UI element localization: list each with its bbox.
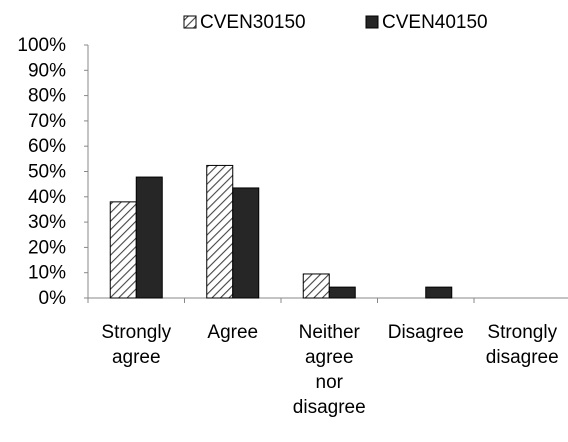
- x-tick-label-line: disagree: [486, 347, 559, 368]
- bar-cven30150-1: [206, 164, 234, 299]
- bar-cven40150-1: [232, 187, 260, 299]
- x-tick-label: Disagree: [388, 322, 464, 343]
- y-tick-label: 70%: [28, 111, 66, 132]
- bar-cven30150-2: [302, 273, 330, 299]
- x-tick-label-line: Agree: [207, 322, 258, 343]
- y-tick-label: 20%: [28, 237, 66, 258]
- bar-cven30150-0: [109, 201, 137, 299]
- x-tick-label-line: agree: [112, 347, 161, 368]
- y-tick-label: 50%: [28, 162, 66, 183]
- y-tick-label: 100%: [17, 35, 66, 56]
- legend: CVEN30150 CVEN40150: [183, 12, 488, 33]
- x-tick-label-line: Strongly: [101, 322, 171, 343]
- legend-label: CVEN30150: [200, 12, 306, 33]
- bar-cven40150-2: [328, 286, 356, 299]
- bars: [109, 164, 453, 299]
- x-tick-label-line: Strongly: [487, 322, 557, 343]
- bar-cven40150-3: [425, 286, 453, 299]
- legend-label: CVEN40150: [382, 12, 488, 33]
- y-tick-label: 10%: [28, 263, 66, 284]
- y-tick-label: 60%: [28, 136, 66, 157]
- y-tick-label: 90%: [28, 60, 66, 81]
- x-tick-label: Strongly agree: [101, 322, 171, 368]
- x-tick-label: Neither agree nor disagree: [293, 322, 366, 418]
- x-tick-label-line: Disagree: [388, 322, 464, 343]
- legend-item: CVEN40150: [365, 12, 488, 33]
- bar-cven40150-0: [135, 176, 163, 299]
- x-tick-label: Agree: [207, 322, 258, 343]
- x-tick-label-line: nor: [316, 372, 344, 393]
- y-tick-label: 40%: [28, 187, 66, 208]
- y-tick-label: 0%: [39, 288, 67, 309]
- x-tick-label-line: Neither: [299, 322, 361, 343]
- y-tick-label: 80%: [28, 86, 66, 107]
- y-axis: 0% 10% 20% 30% 40% 50% 60% 70% 80% 90% 100%: [17, 35, 89, 309]
- y-tick-label: 30%: [28, 212, 66, 233]
- x-tick-label-line: disagree: [293, 397, 366, 418]
- legend-swatch: [365, 15, 379, 29]
- x-axis: Strongly agree Agree Neither agree nor disagre…: [87, 297, 568, 418]
- legend-item: CVEN30150: [183, 12, 306, 33]
- legend-swatch: [183, 15, 197, 29]
- x-tick-label-line: agree: [305, 347, 354, 368]
- x-tick-label: Strongly disagree: [486, 322, 559, 368]
